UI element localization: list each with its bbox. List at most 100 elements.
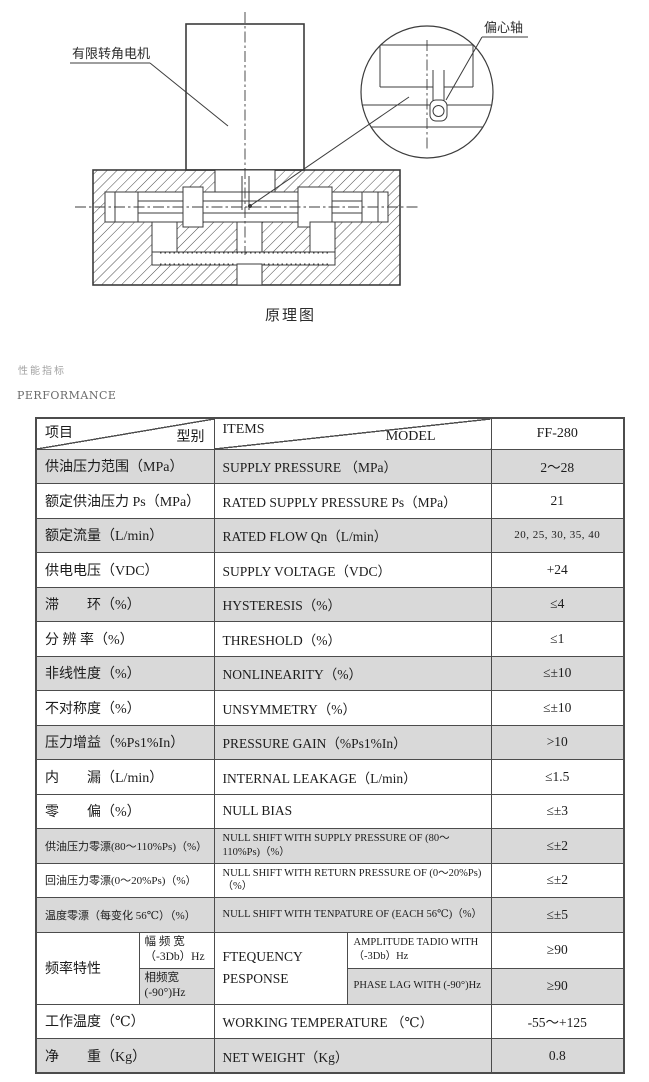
eccentric-shaft-label: 偏心轴 bbox=[445, 20, 528, 101]
freq-label-cell: 频率特性 bbox=[35, 931, 140, 1005]
value-cell: 20, 25, 30, 35, 40 bbox=[490, 517, 625, 553]
en-cell: SUPPLY VOLTAGE（VDC） bbox=[213, 552, 492, 588]
table-row: 不对称度（%） UNSYMMETRY（%） ≤±10 bbox=[35, 690, 625, 726]
value-cell: >10 bbox=[490, 724, 625, 760]
en-cell: UNSYMMETRY（%） bbox=[213, 690, 492, 726]
cn-cell: 供电电压（VDC） bbox=[35, 552, 215, 588]
cn-cell: 不对称度（%） bbox=[35, 690, 215, 726]
table-row: 工作温度（℃） WORKING TEMPERATURE （℃） -55～+125 bbox=[35, 1003, 625, 1040]
magnify-leader-line bbox=[248, 96, 410, 208]
table-row: 供电电压（VDC） SUPPLY VOLTAGE（VDC） +24 bbox=[35, 552, 625, 588]
diagram-caption: 原理图 bbox=[265, 307, 316, 324]
value-cell: ≤±10 bbox=[490, 690, 625, 726]
value-cell: 0.8 bbox=[490, 1038, 625, 1074]
value-cell: ≤±10 bbox=[490, 655, 625, 691]
table-row: 温度零漂（每变化 56℃）（%） NULL SHIFT WITH TENPATUR… bbox=[35, 897, 625, 933]
motor-label: 有限转角电机 bbox=[70, 46, 229, 127]
en-cell: NULL SHIFT WITH RETURN PRESSURE OF (0～20… bbox=[213, 862, 492, 898]
cn-cell: 非线性度（%） bbox=[35, 655, 215, 691]
principle-diagram: 有限转角电机 偏心轴 原理图 bbox=[0, 0, 649, 340]
cn-cell: 回油压力零漂(0～20%Ps)（%） bbox=[35, 862, 215, 898]
header-items-model-en: ITEMS MODEL bbox=[213, 417, 492, 450]
cn-cell: 温度零漂（每变化 56℃）（%） bbox=[35, 897, 215, 933]
cn-cell: 供油压力范围（MPa） bbox=[35, 448, 215, 484]
freq-en-line2: PESPONSE bbox=[222, 971, 289, 987]
cn-cell: 额定流量（L/min） bbox=[35, 517, 215, 553]
freq-sub-cn-cell: 幅 频 宽（-3Db）Hz bbox=[138, 931, 215, 969]
header-items-en: ITEMS bbox=[222, 422, 265, 437]
table-row: 回油压力零漂(0～20%Ps)（%） NULL SHIFT WITH RETURN… bbox=[35, 862, 625, 898]
valve-body bbox=[75, 169, 418, 286]
freq-row-amplitude: 频率特性幅 频 宽（-3Db）Hz FTEQUENCY PESPONSE AMPLIT… bbox=[35, 931, 625, 1005]
en-cell: WORKING TEMPERATURE （℃） bbox=[213, 1003, 492, 1040]
value-cell: +24 bbox=[490, 552, 625, 588]
freq-sub-en-cell: PHASE LAG WITH (-90°)Hz bbox=[346, 967, 492, 1005]
value-cell: 2～28 bbox=[490, 448, 625, 484]
header-items-model-cn: 项目 型别 bbox=[35, 417, 215, 450]
value-cell: ≤±2 bbox=[490, 862, 625, 898]
en-cell: NONLINEARITY（%） bbox=[213, 655, 492, 691]
en-cell: RATED FLOW Qn（L/min） bbox=[213, 517, 492, 553]
value-cell: ≤4 bbox=[490, 586, 625, 622]
en-cell: NULL BIAS bbox=[213, 793, 492, 829]
table-row: 净 重（Kg） NET WEIGHT（Kg） 0.8 bbox=[35, 1038, 625, 1074]
table-row: 零 偏（%） NULL BIAS ≤±3 bbox=[35, 793, 625, 829]
section-title-cn: 性能指标 bbox=[18, 366, 66, 377]
freq-sub-cn-cell: 相频宽(-90°)Hz bbox=[138, 967, 215, 1005]
cn-cell: 内 漏（L/min） bbox=[35, 759, 215, 795]
section-title-en: PERFORMANCE bbox=[17, 389, 117, 402]
value-cell: ≥90 bbox=[490, 931, 625, 969]
value-cell: ≤±3 bbox=[490, 793, 625, 829]
en-cell: SUPPLY PRESSURE （MPa） bbox=[213, 448, 492, 484]
freq-row-phase: 相频宽(-90°)Hz PHASE LAG WITH (-90°)Hz ≥90 bbox=[36, 967, 625, 1005]
value-cell: ≤1.5 bbox=[490, 759, 625, 795]
en-cell: PRESSURE GAIN（%Ps1%In） bbox=[213, 724, 492, 760]
cn-cell: 供油压力零漂(80～110%Ps)（%） bbox=[35, 828, 215, 864]
eccentric-pin bbox=[429, 99, 448, 122]
cn-cell: 工作温度（℃） bbox=[35, 1003, 215, 1040]
freq-en-label-cell: FTEQUENCY PESPONSE bbox=[213, 931, 348, 1005]
value-cell: -55～+125 bbox=[490, 1003, 625, 1040]
cn-cell: 分 辨 率（%） bbox=[35, 621, 215, 657]
table-row: 滞 环（%） HYSTERESIS（%） ≤4 bbox=[35, 586, 625, 622]
en-cell: RATED SUPPLY PRESSURE Ps（MPa） bbox=[213, 483, 492, 519]
freq-sub-en-cell: AMPLITUDE TADIO WITH（-3Db）Hz bbox=[346, 931, 492, 969]
value-cell: ≤±2 bbox=[490, 828, 625, 864]
value-cell: ≥90 bbox=[490, 967, 625, 1005]
header-model-number: FF-280 bbox=[490, 417, 625, 450]
table-row: 非线性度（%） NONLINEARITY（%） ≤±10 bbox=[35, 655, 625, 691]
cn-cell: 额定供油压力 Ps（MPa） bbox=[35, 483, 215, 519]
value-cell: ≤1 bbox=[490, 621, 625, 657]
value-cell: 21 bbox=[490, 483, 625, 519]
header-model-cn: 型别 bbox=[176, 429, 205, 445]
eccentric-shaft-label-text: 偏心轴 bbox=[484, 20, 523, 35]
value-cell: ≤±5 bbox=[490, 897, 625, 933]
cn-cell: 滞 环（%） bbox=[35, 586, 215, 622]
motor-label-text: 有限转角电机 bbox=[72, 46, 150, 61]
principle-diagram-svg: 有限转角电机 偏心轴 原理图 bbox=[70, 12, 528, 324]
header-model-en: MODEL bbox=[385, 428, 436, 444]
en-cell: THRESHOLD（%） bbox=[213, 621, 492, 657]
cn-cell: 零 偏（%） bbox=[35, 793, 215, 829]
en-cell: INTERNAL LEAKAGE（L/min） bbox=[213, 759, 492, 795]
table-row: 额定流量（L/min） RATED FLOW Qn（L/min） 20, 25, 3… bbox=[35, 517, 625, 553]
en-cell: NULL SHIFT WITH SUPPLY PRESSURE OF (80～1… bbox=[213, 828, 492, 864]
cn-cell: 压力增益（%Ps1%In） bbox=[35, 724, 215, 760]
performance-table: 项目 型别 ITEMS MODEL FF-280 供油压力范围（MPa） SUPP… bbox=[35, 417, 625, 1075]
freq-en-line1: FTEQUENCY bbox=[222, 949, 303, 965]
oil-channels bbox=[151, 221, 336, 286]
table-header-row: 项目 型别 ITEMS MODEL FF-280 bbox=[35, 417, 625, 450]
header-items-cn: 项目 bbox=[45, 426, 73, 441]
en-cell: NET WEIGHT（Kg） bbox=[213, 1038, 492, 1074]
en-cell: HYSTERESIS（%） bbox=[213, 586, 492, 622]
table-row: 分 辨 率（%） THRESHOLD（%） ≤1 bbox=[35, 621, 625, 657]
table-row: 供油压力范围（MPa） SUPPLY PRESSURE （MPa） 2～28 bbox=[35, 448, 625, 484]
table-row: 内 漏（L/min） INTERNAL LEAKAGE（L/min） ≤1.5 bbox=[35, 759, 625, 795]
en-cell: NULL SHIFT WITH TENPATURE OF (EACH 56℃)（… bbox=[213, 897, 492, 933]
table-row: 供油压力零漂(80～110%Ps)（%） NULL SHIFT WITH SUPP… bbox=[35, 828, 625, 864]
cn-cell: 净 重（Kg） bbox=[35, 1038, 215, 1074]
detail-circle bbox=[360, 25, 494, 159]
table-row: 压力增益（%Ps1%In） PRESSURE GAIN（%Ps1%In） >10 bbox=[35, 724, 625, 760]
table-row: 额定供油压力 Ps（MPa） RATED SUPPLY PRESSURE Ps（M… bbox=[35, 483, 625, 519]
